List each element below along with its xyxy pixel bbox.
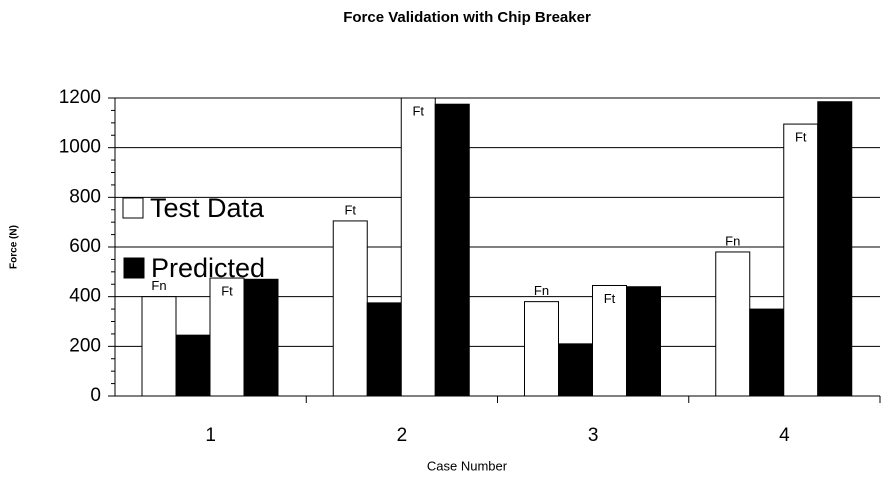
y-tick-label: 1000	[59, 137, 101, 158]
bar-annotation: Ft	[344, 202, 356, 217]
bar	[524, 301, 559, 397]
bar-annotation: Ft	[412, 103, 424, 118]
bar	[817, 101, 853, 397]
bar	[332, 220, 368, 397]
bar	[626, 286, 661, 397]
bar-annotation: Ft	[795, 130, 807, 145]
bar-annotation: Fn	[725, 233, 740, 248]
legend-swatch	[122, 197, 144, 219]
bar	[243, 278, 279, 397]
bar-annotation: Fn	[534, 283, 549, 298]
bar	[175, 334, 211, 397]
bar	[715, 251, 751, 397]
bar	[400, 97, 436, 397]
bar-annotation: Ft	[221, 283, 233, 298]
bar	[749, 308, 785, 397]
bar	[434, 103, 470, 397]
bar	[141, 296, 177, 397]
y-tick-label: 0	[90, 385, 101, 406]
chart-title: Force Validation with Chip Breaker	[343, 9, 591, 26]
bar	[366, 302, 402, 397]
bar	[558, 343, 593, 397]
legend-label: Predicted	[151, 253, 265, 283]
x-tick-label: 3	[588, 425, 599, 446]
y-tick-label: 200	[69, 335, 101, 356]
bar	[209, 277, 245, 397]
bar	[783, 123, 819, 397]
y-tick-label: 800	[69, 186, 101, 207]
x-axis-label: Case Number	[427, 458, 508, 473]
y-axis-label: Force (N)	[9, 225, 20, 269]
bar	[592, 284, 627, 397]
x-tick-label: 1	[205, 425, 216, 446]
x-tick-label: 4	[779, 425, 790, 446]
legend-swatch	[123, 257, 145, 279]
x-tick-label: 2	[397, 425, 408, 446]
y-tick-label: 600	[69, 236, 101, 257]
legend-label: Test Data	[150, 193, 265, 223]
bar-annotation: Ft	[604, 291, 616, 306]
y-tick-label: 1200	[59, 87, 101, 108]
y-tick-label: 400	[69, 286, 101, 307]
bar-annotation: Fn	[151, 278, 166, 293]
